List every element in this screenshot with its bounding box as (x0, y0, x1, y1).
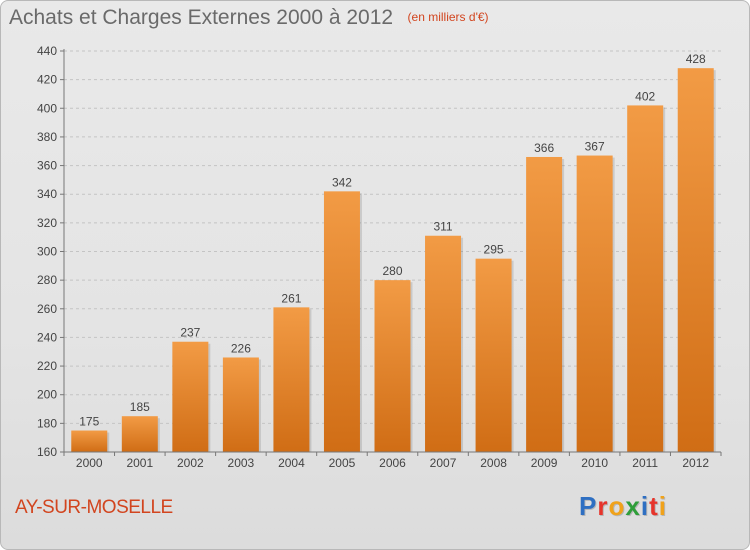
x-tick-label: 2002 (177, 456, 204, 470)
value-label: 366 (534, 141, 554, 155)
value-label: 402 (635, 89, 655, 103)
x-tick-label: 2004 (278, 456, 305, 470)
x-tick-label: 2012 (682, 456, 709, 470)
x-tick-label: 2003 (228, 456, 255, 470)
value-label: 295 (484, 243, 504, 257)
value-label: 261 (281, 291, 301, 305)
value-label: 311 (433, 220, 452, 234)
value-label: 175 (79, 415, 99, 429)
bar (425, 235, 462, 452)
y-tick-label: 440 (37, 44, 57, 58)
value-label: 280 (382, 264, 402, 278)
y-tick-label: 180 (37, 416, 57, 430)
x-tick-label: 2001 (126, 456, 153, 470)
bar (576, 155, 613, 452)
x-tick-label: 2007 (430, 456, 457, 470)
y-tick-label: 360 (37, 159, 57, 173)
bar (121, 416, 158, 452)
y-tick-label: 260 (37, 302, 57, 316)
y-tick-label: 380 (37, 130, 57, 144)
logo-letter: i (640, 491, 650, 521)
value-label: 185 (130, 400, 150, 414)
logo-letter: o (608, 491, 626, 521)
y-tick-label: 160 (37, 445, 57, 459)
bar (323, 191, 360, 452)
x-tick-label: 2010 (581, 456, 608, 470)
y-tick-label: 200 (37, 388, 57, 402)
commune-name: AY-SUR-MOSELLE (15, 497, 173, 518)
bar (627, 105, 664, 453)
y-tick-label: 300 (37, 245, 57, 259)
y-tick-label: 400 (37, 101, 57, 115)
x-tick-label: 2011 (632, 456, 658, 470)
proxiti-logo: Proxiti (579, 491, 667, 522)
logo-letter: i (658, 491, 667, 521)
x-tick-label: 2006 (379, 456, 406, 470)
bar (526, 156, 563, 452)
value-label: 226 (231, 341, 251, 355)
value-label: 342 (332, 175, 352, 189)
bar (475, 258, 512, 452)
y-tick-label: 280 (37, 273, 57, 287)
value-label: 428 (686, 52, 706, 66)
x-tick-label: 2000 (76, 456, 103, 470)
logo-letter: x (625, 491, 641, 521)
x-tick-label: 2008 (480, 456, 507, 470)
bar (677, 68, 714, 452)
bar (172, 341, 209, 452)
logo-letter: r (597, 491, 609, 521)
x-tick-label: 2009 (531, 456, 558, 470)
chart-subtitle: (en milliers d'€) (407, 10, 489, 24)
logo-letter: t (649, 491, 659, 521)
y-tick-label: 220 (37, 359, 57, 373)
x-tick-label: 2005 (329, 456, 356, 470)
bar (273, 307, 310, 452)
value-label: 237 (180, 326, 200, 340)
y-tick-label: 320 (37, 216, 57, 230)
title-row: Achats et Charges Externes 2000 à 2012 (… (9, 6, 489, 30)
chart-title: Achats et Charges Externes 2000 à 2012 (9, 6, 394, 29)
y-tick-label: 420 (37, 73, 57, 87)
bar (222, 357, 259, 452)
bar (71, 430, 108, 452)
logo-letter: P (579, 491, 598, 521)
value-label: 367 (585, 140, 605, 154)
y-tick-label: 240 (37, 330, 57, 344)
bar (374, 280, 411, 452)
y-tick-label: 340 (37, 187, 57, 201)
